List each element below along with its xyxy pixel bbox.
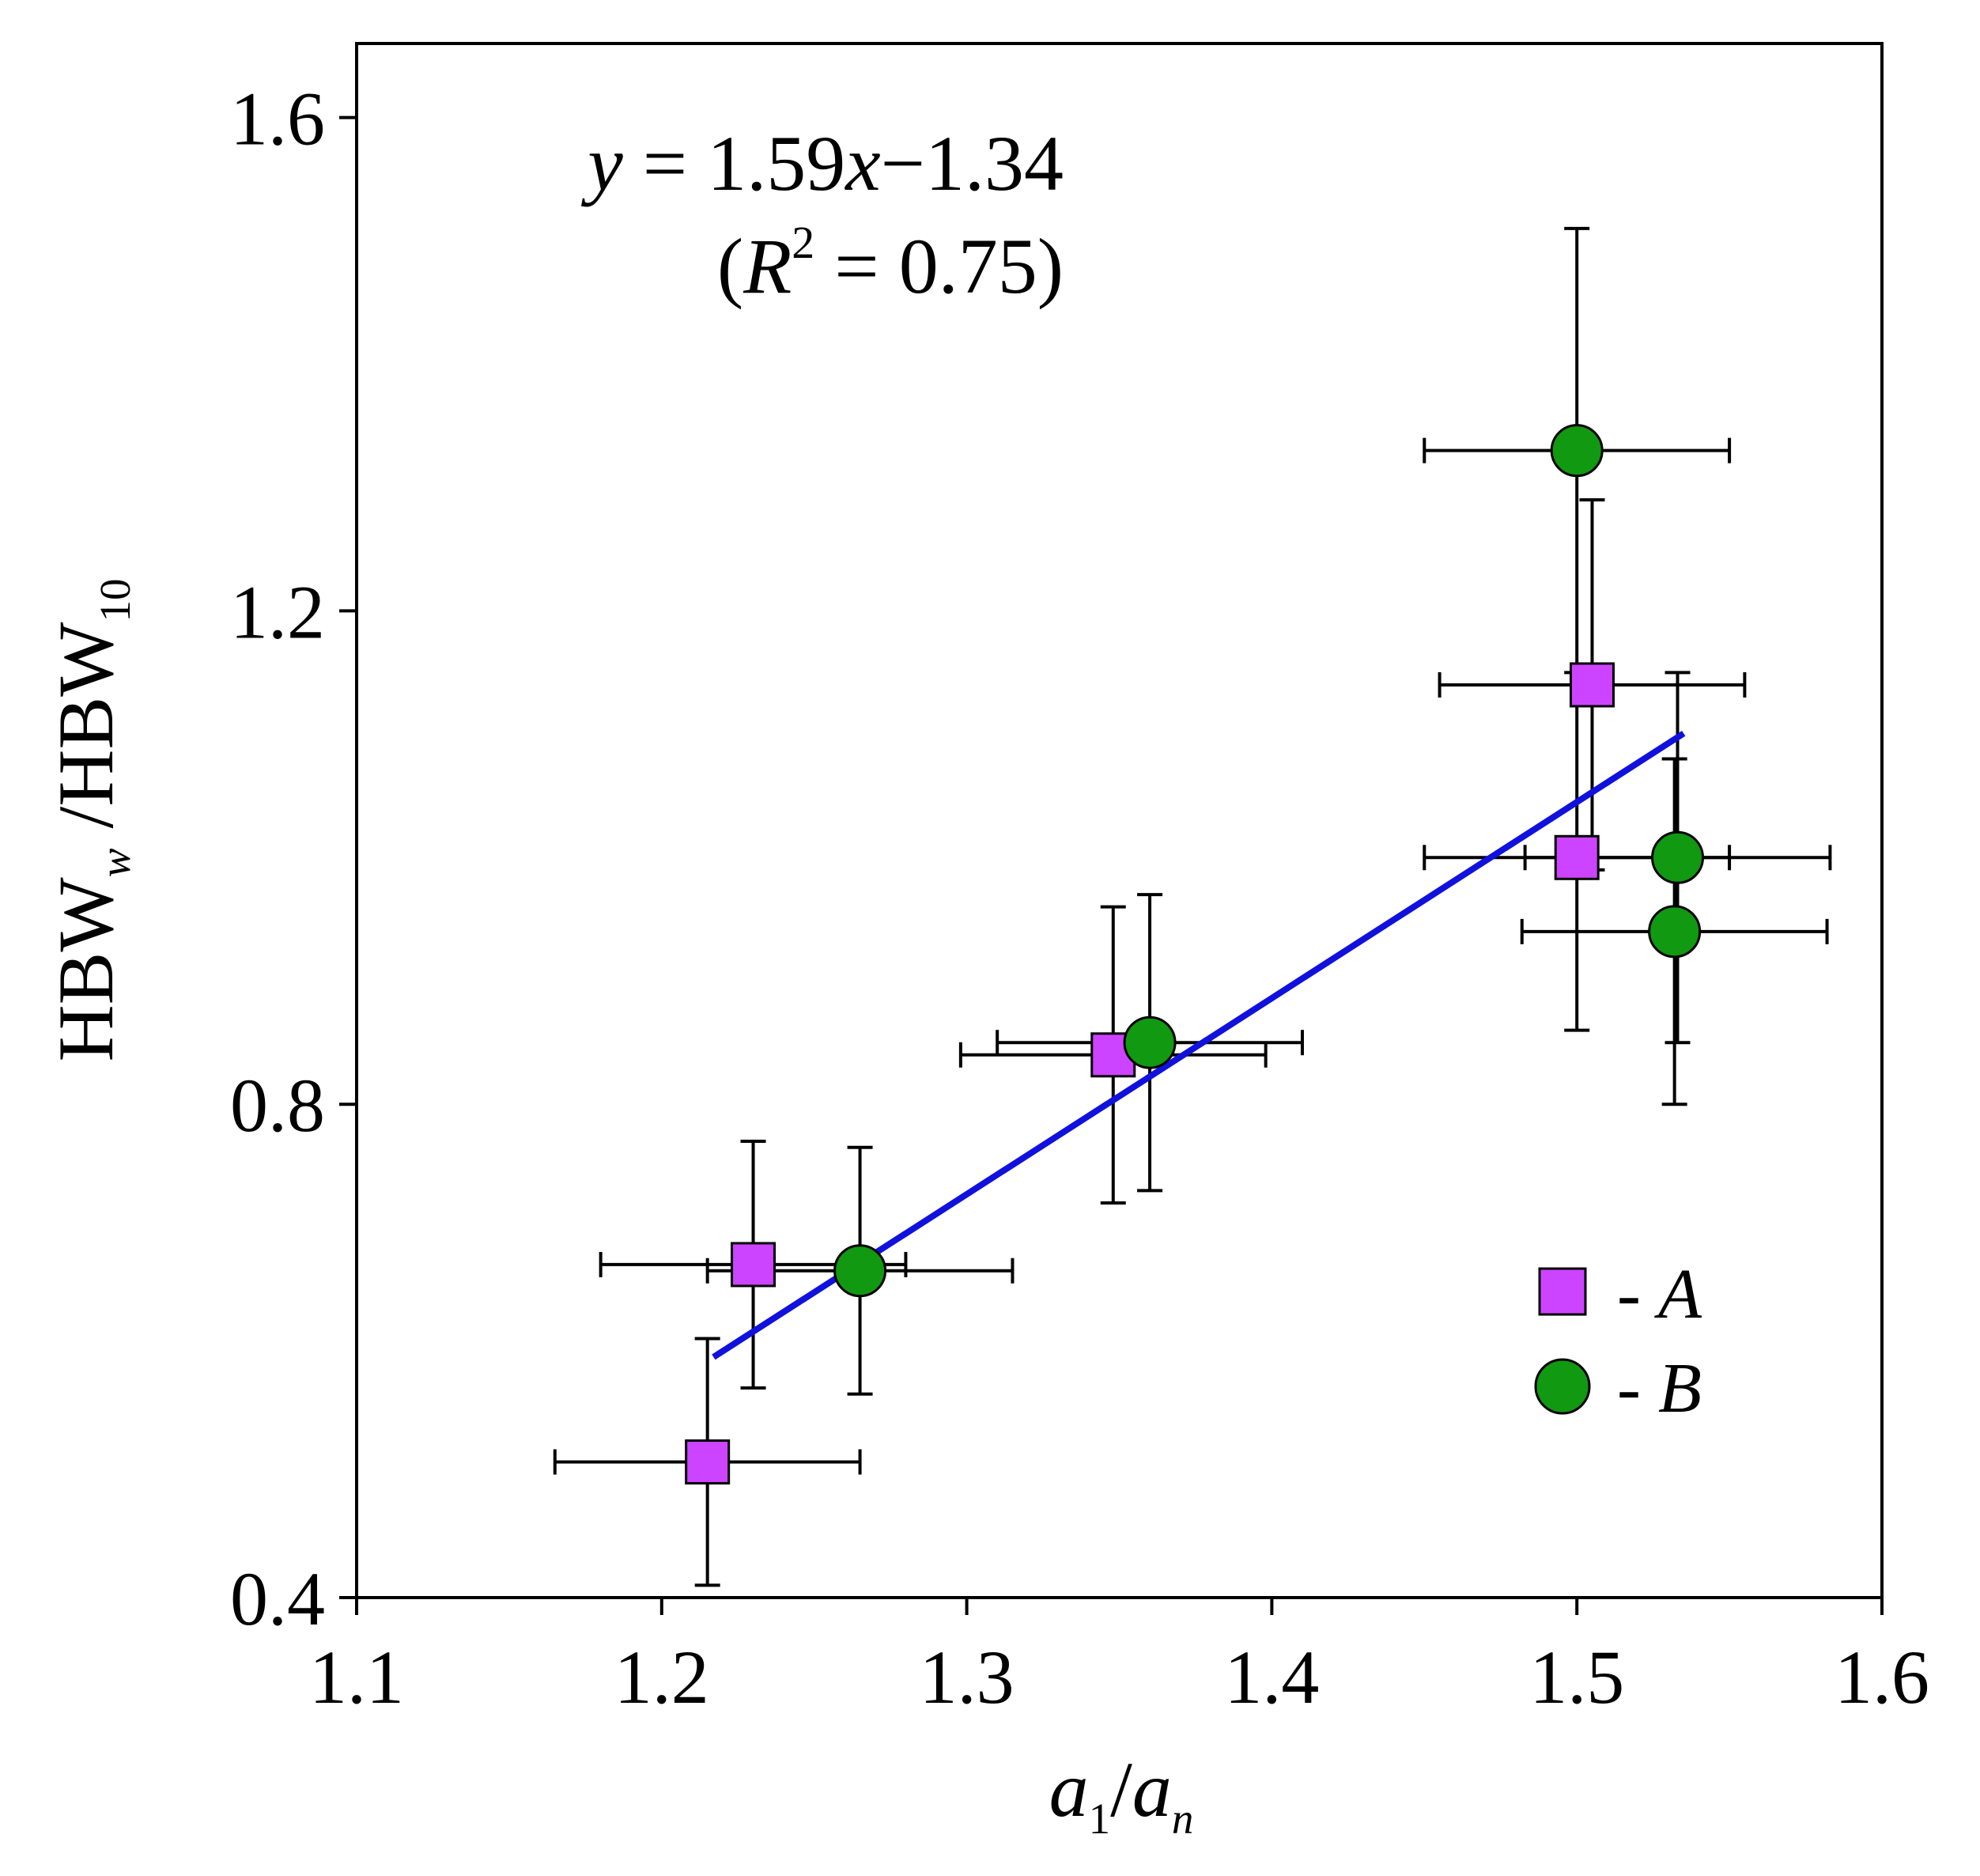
point-a-0	[685, 1439, 731, 1485]
point-b-0	[833, 1244, 887, 1298]
legend: -A -B	[1534, 1255, 1702, 1428]
x-axis-title: a1/an	[1049, 1746, 1194, 1843]
y-tick-label-2: 1.2	[230, 569, 325, 654]
x-tick-label-1: 1.2	[614, 1635, 709, 1719]
point-a-4	[1554, 834, 1600, 880]
data-markers	[685, 424, 1705, 1485]
x-tick-label-0: 1.1	[309, 1635, 404, 1719]
x-tick-label-3: 1.4	[1224, 1635, 1319, 1719]
y-tick-label-3: 1.6	[230, 77, 325, 161]
x-tick-label-2: 1.3	[920, 1635, 1015, 1719]
plot-frame	[355, 42, 1884, 1599]
legend-label-b: -B	[1617, 1349, 1702, 1428]
x-tick-label-5: 1.6	[1835, 1635, 1929, 1719]
point-a-1	[731, 1242, 777, 1288]
legend-marker-a	[1538, 1267, 1587, 1316]
r-squared: (R2 = 0.75)	[717, 217, 1064, 310]
fit-equation: y = 1.59x−1.34	[580, 119, 1064, 207]
axis-ticks: 1.1 1.2 1.3 1.4 1.5 1.6 0.4 0.8 1.2 1.6	[230, 77, 1929, 1719]
y-tick-label-0: 0.4	[230, 1556, 325, 1641]
point-a-3	[1569, 662, 1615, 708]
legend-marker-b	[1534, 1358, 1591, 1415]
point-b-3	[1651, 830, 1705, 884]
y-tick-label-1: 0.8	[230, 1063, 325, 1148]
legend-label-a: -A	[1617, 1255, 1702, 1333]
point-b-4	[1648, 905, 1702, 959]
y-axis-title: HBWw /HBW10	[42, 578, 139, 1061]
x-tick-label-4: 1.5	[1529, 1635, 1624, 1719]
point-b-2	[1550, 424, 1604, 478]
point-b-1	[1123, 1016, 1177, 1069]
